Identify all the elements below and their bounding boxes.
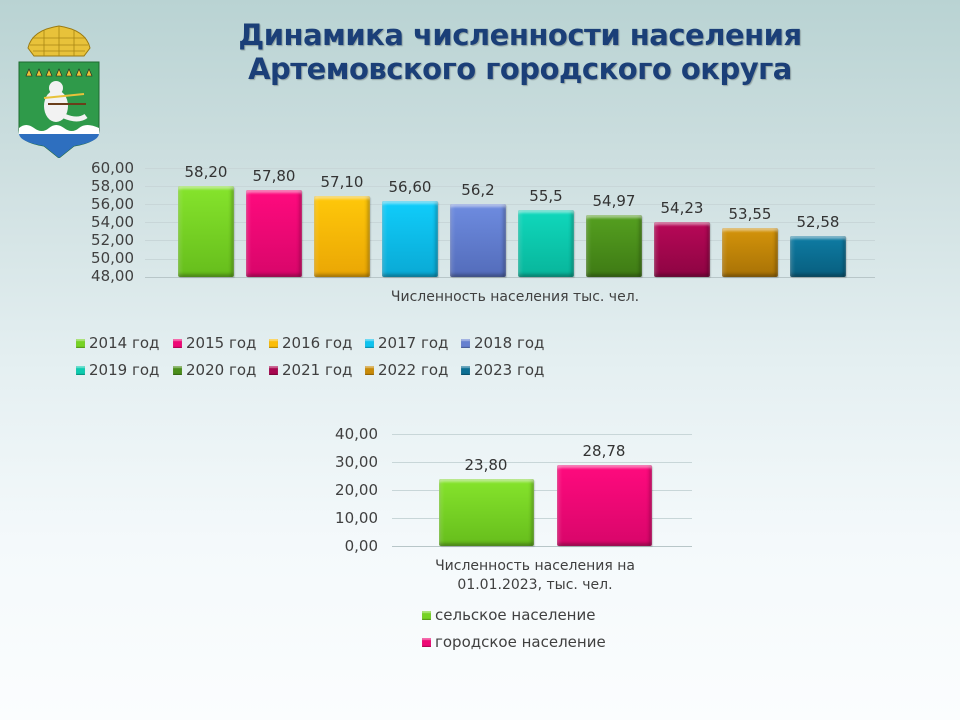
legend-swatch [173,338,182,348]
legend-label: 2014 год [89,334,160,352]
gridline [392,490,692,491]
legend-label: 2019 год [89,361,160,379]
y-tick: 56,00 [91,195,134,213]
bar-2019 [518,210,574,277]
legend-label: 2020 год [186,361,257,379]
y-tick: 0,00 [344,537,378,555]
bar-2023 [790,236,846,277]
gridline [392,462,692,463]
data-label: 54,97 [592,192,636,210]
slide-title-line1: Динамика численности населения [238,18,802,52]
legend-label: 2015 год [186,334,257,352]
legend-swatch [422,637,431,647]
data-label: 55,5 [529,187,563,205]
legend-label: 2023 год [474,361,545,379]
data-label: 56,2 [461,181,495,199]
y-tick: 40,00 [335,425,378,443]
legend-item-2017: 2017 год [365,334,448,352]
y-tick: 54,00 [91,213,134,231]
bar-urban [557,465,652,546]
coat-of-arms-icon [18,25,100,158]
legend-swatch [173,365,182,375]
category-label-line1: Численность населения на [435,558,635,574]
data-label: 53,55 [728,205,772,223]
legend-swatch [365,338,374,348]
legend-swatch [461,338,470,348]
gridline [145,240,875,241]
bar-2014 [178,186,234,277]
legend-item-2014: 2014 год [76,334,159,352]
legend-swatch [461,365,470,375]
x-axis-category-label: Численность населения на 01.01.2023, тыс… [380,557,690,595]
category-label-line2: 01.01.2023, тыс. чел. [457,577,613,593]
legend-item-urban: городское население [422,633,606,651]
legend-item-2020: 2020 год [173,361,256,379]
legend-swatch [76,338,85,348]
legend-item-2018: 2018 год [461,334,544,352]
y-tick: 10,00 [335,509,378,527]
y-tick: 58,00 [91,177,134,195]
y-tick: 60,00 [91,159,134,177]
data-label: 57,10 [320,173,364,191]
y-tick: 48,00 [91,267,134,285]
legend-item-2021: 2021 год [269,361,352,379]
gridline [145,186,875,187]
bar-2020 [586,215,642,277]
legend-label: 2018 год [474,334,545,352]
x-axis-line [392,546,692,547]
gridline [392,434,692,435]
legend-swatch [422,610,431,620]
legend-item-rural: сельское население [422,606,595,624]
legend-swatch [269,365,278,375]
bar-2018 [450,204,506,277]
legend-swatch [269,338,278,348]
legend-swatch [365,365,374,375]
x-axis-line [145,277,875,278]
data-label: 57,80 [252,167,296,185]
y-tick: 50,00 [91,249,134,267]
data-label: 56,60 [388,178,432,196]
gridline [145,204,875,205]
gridline [392,518,692,519]
legend-label: 2016 год [282,334,353,352]
legend-swatch [76,365,85,375]
bar-2016 [314,196,370,277]
legend-item-2016: 2016 год [269,334,352,352]
bar-2015 [246,190,302,277]
legend-label: сельское население [435,606,596,624]
legend-item-2022: 2022 год [365,361,448,379]
legend-item-2019: 2019 год [76,361,159,379]
legend-item-2015: 2015 год [173,334,256,352]
data-label: 54,23 [660,199,704,217]
legend-label: 2017 год [378,334,449,352]
gridline [145,259,875,260]
legend-label: 2021 год [282,361,353,379]
bar-2022 [722,228,778,277]
data-label: 23,80 [464,456,508,474]
gridline [145,168,875,169]
y-tick: 20,00 [335,481,378,499]
data-label: 58,20 [184,163,228,181]
legend-label: 2022 год [378,361,449,379]
slide-title-line2: Артемовского городского округа [248,52,792,86]
bar-2017 [382,201,438,277]
legend-label: городское население [435,633,606,651]
legend-item-2023: 2023 год [461,361,544,379]
bar-rural [439,479,534,546]
data-label: 52,58 [796,213,840,231]
slide-title: Динамика численности населения Артемовск… [200,18,840,86]
gridline [145,222,875,223]
y-tick: 52,00 [91,231,134,249]
data-label: 28,78 [582,442,626,460]
x-axis-category-label: Численность населения тыс. чел. [390,289,640,305]
y-tick: 30,00 [335,453,378,471]
bar-2021 [654,222,710,277]
